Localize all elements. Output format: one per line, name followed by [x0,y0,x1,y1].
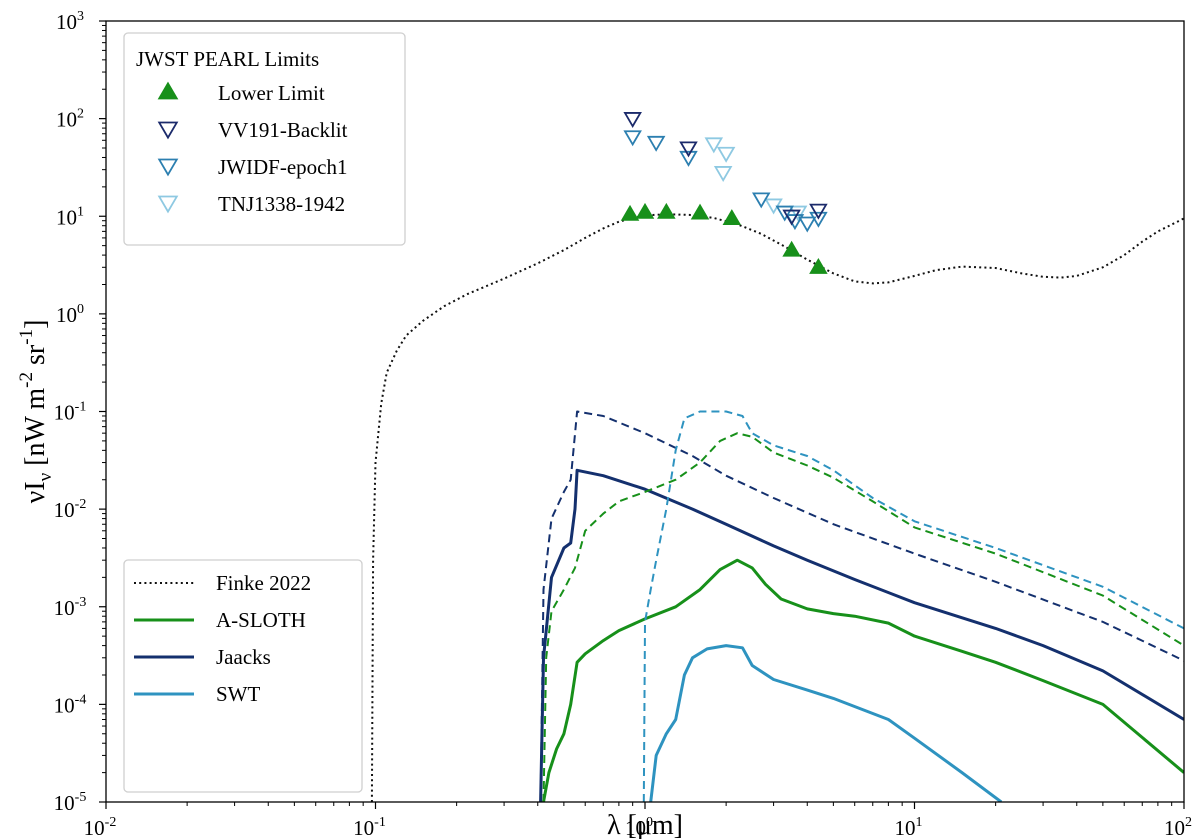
vv191-marker [679,141,698,158]
x-tick-label: 101 [895,815,923,839]
series-line-swt-dashed [642,410,1184,802]
legend-label-jwidf: JWIDF-epoch1 [218,155,347,179]
y-tick-label: 10-3 [54,595,87,620]
legend-label-swt: SWT [216,682,261,706]
y-tick-label: 10-4 [54,692,87,717]
series-line-finke-dotted [370,213,1184,802]
x-tick-label: 10-1 [353,815,386,839]
legend-top-box [123,32,406,246]
x-tick-label: 100 [625,815,653,839]
legend-label-jaacks: Jaacks [216,645,271,669]
lower-limit-marker [657,202,676,219]
lower-limit-marker [782,240,801,257]
jwidf-legend-icon [157,158,179,177]
y-tick-label: 102 [56,107,84,132]
jwidf-marker [623,130,642,147]
legend-entry-finke: Finke 2022 [134,571,311,595]
vv191-marker [809,203,828,220]
jwidf-marker [797,216,817,233]
y-tick-label: 101 [56,204,84,229]
x-axis-label: λ [μm] [607,810,683,839]
jwidf-marker [809,211,828,228]
legend-entry-jaacks: Jaacks [134,645,271,669]
legend-top: JWST PEARL Limits Lower Limit VV191-Back… [123,32,406,246]
plot-frame [105,20,1185,803]
legend-label-tnj: TNJ1338-1942 [218,192,345,216]
x-tick-label: 10-2 [84,815,117,839]
y-tick-label: 100 [56,302,84,327]
vv191-legend-icon [157,121,179,140]
legend-entry-asloth: A-SLOTH [134,608,306,632]
jwidf-marker [679,150,698,167]
tnj-marker [716,146,736,163]
series-line-jaacks-dashed [539,410,1184,802]
legend-label-asloth: A-SLOTH [216,608,306,632]
y-tick-label: 10-2 [54,497,87,522]
x-tick-label: 102 [1164,815,1192,839]
lower-limit-marker [690,203,710,220]
legend-entry-swt: SWT [134,682,261,706]
legend-entry-jwidf: JWIDF-epoch1 [157,155,347,179]
marker-layer [620,112,828,274]
tnj-marker [713,166,733,182]
legend-label-finke: Finke 2022 [216,571,311,595]
ticks-layer: 10-2 10-1 100 101 102 10-5 10-4 10-3 10-2 10-1 100… [54,9,1192,839]
y-axis-label: νIν [nW m-2 sr-1] [16,320,56,504]
tnj-marker [788,205,808,222]
legend-label-vv191: VV191-Backlit [218,118,348,142]
legend-label-lower-limit: Lower Limit [218,81,325,105]
y-tick-label: 10-5 [54,790,87,815]
jwidf-marker [751,192,771,209]
series-line-swt-solid [649,644,1003,802]
vv191-marker [782,209,801,226]
y-tick-label: 10-1 [54,400,87,425]
lower-limit-marker [620,204,640,221]
legend-bottom-box [123,559,363,793]
series-line-asloth-solid [542,558,1184,802]
vv191-marker [623,112,642,128]
legend-bottom: Finke 2022 A-SLOTH Jaacks SWT [123,559,363,793]
legend-entry-vv191: VV191-Backlit [157,118,348,142]
plot-area [370,112,1184,802]
tnj-marker [704,137,724,154]
lower-limit-marker [722,209,742,225]
lower-limit-marker [809,257,828,274]
tnj-legend-icon [157,195,179,214]
series-line-asloth-dashed [542,432,1184,802]
series-line-jaacks-solid [539,468,1184,802]
legend-entry-lower-limit: Lower Limit [157,81,325,105]
lower-limit-marker [635,202,655,219]
series-layer [370,213,1184,802]
jwidf-marker [646,135,666,152]
legend-entry-tnj: TNJ1338-1942 [157,192,345,216]
legend-top-title: JWST PEARL Limits [136,47,319,71]
y-tick-label: 103 [56,9,84,34]
jwidf-marker [775,205,795,222]
lower-limit-legend-icon [157,81,179,100]
